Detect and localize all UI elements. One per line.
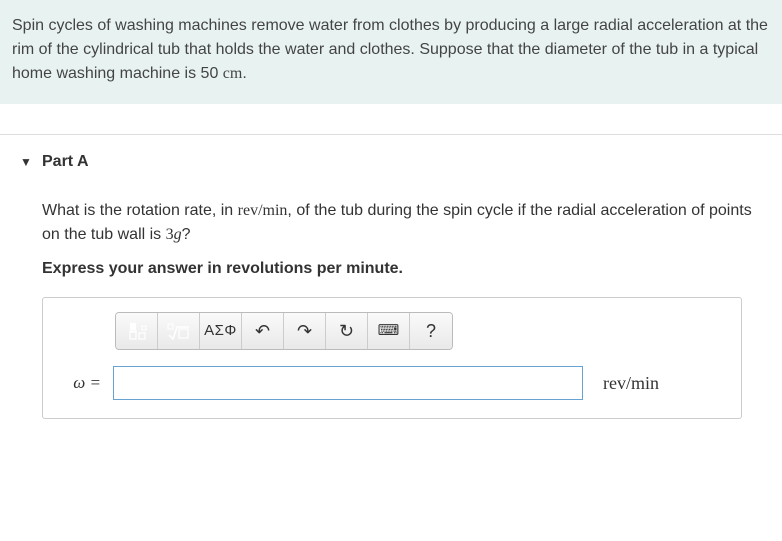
problem-text-post: .	[242, 65, 246, 82]
greek-letters-button[interactable]: ΑΣΦ	[200, 313, 242, 349]
question-val: 3g	[166, 226, 182, 243]
answer-input[interactable]	[113, 366, 583, 400]
problem-statement: Spin cycles of washing machines remove w…	[0, 0, 782, 104]
part-title: Part A	[42, 153, 89, 170]
redo-icon: ↷	[297, 318, 312, 345]
keyboard-icon: ⌨	[378, 320, 400, 343]
reset-icon: ↻	[339, 318, 354, 345]
reset-button[interactable]: ↻	[326, 313, 368, 349]
collapse-caret-icon[interactable]: ▼	[20, 155, 32, 169]
templates-button[interactable]	[116, 313, 158, 349]
part-header[interactable]: ▼ Part A	[0, 134, 782, 189]
help-button[interactable]: ?	[410, 313, 452, 349]
undo-button[interactable]: ↶	[242, 313, 284, 349]
question-unit: rev/min	[238, 202, 288, 219]
answer-panel: ΑΣΦ ↶ ↷ ↻ ⌨ ? ω = rev/min	[42, 297, 742, 419]
keyboard-button[interactable]: ⌨	[368, 313, 410, 349]
question-text: What is the rotation rate, in rev/min, o…	[42, 199, 762, 247]
variable-label: ω =	[59, 370, 103, 396]
question-pre: What is the rotation rate, in	[42, 202, 238, 219]
redo-button[interactable]: ↷	[284, 313, 326, 349]
help-icon: ?	[426, 318, 436, 345]
part-body: What is the rotation rate, in rev/min, o…	[0, 189, 782, 433]
problem-unit: cm	[223, 65, 243, 82]
answer-unit: rev/min	[603, 370, 659, 397]
equation-toolbar: ΑΣΦ ↶ ↷ ↻ ⌨ ?	[115, 312, 453, 350]
problem-text-pre: Spin cycles of washing machines remove w…	[12, 17, 768, 82]
fraction-icon	[127, 321, 147, 341]
math-root-button[interactable]	[158, 313, 200, 349]
question-post: ?	[182, 226, 191, 243]
root-icon	[167, 321, 191, 341]
answer-instruction: Express your answer in revolutions per m…	[42, 257, 762, 281]
answer-row: ω = rev/min	[59, 366, 725, 400]
undo-icon: ↶	[255, 318, 270, 345]
